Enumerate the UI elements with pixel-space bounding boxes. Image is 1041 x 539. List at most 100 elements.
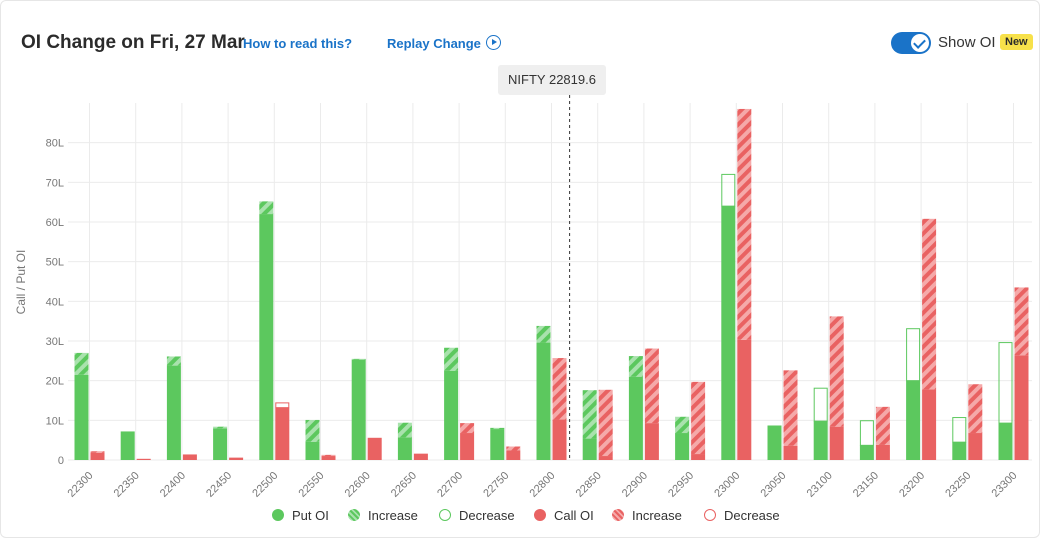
put-oi-bar[interactable] bbox=[120, 431, 135, 460]
y-tick-label: 70L bbox=[46, 177, 64, 189]
put-increase-bar[interactable] bbox=[74, 352, 89, 375]
call-increase-bar[interactable] bbox=[783, 370, 798, 446]
call-oi-bar[interactable] bbox=[182, 454, 197, 460]
put-decrease-bar[interactable] bbox=[906, 328, 921, 382]
call-oi-bar[interactable] bbox=[413, 453, 428, 460]
put-oi-bar[interactable] bbox=[490, 429, 505, 460]
put-oi-bar[interactable] bbox=[906, 380, 921, 460]
call-increase-bar[interactable] bbox=[552, 358, 567, 420]
call-increase-bar[interactable] bbox=[598, 389, 613, 457]
put-increase-bar[interactable] bbox=[628, 356, 643, 377]
put-decrease-bar[interactable] bbox=[998, 342, 1013, 424]
put-increase-bar[interactable] bbox=[351, 358, 366, 360]
call-oi-bar[interactable] bbox=[829, 426, 844, 460]
put-oi-bar[interactable] bbox=[859, 445, 874, 460]
replay-change-link[interactable]: Replay Change bbox=[387, 36, 481, 51]
call-oi-bar[interactable] bbox=[875, 444, 890, 460]
x-tick-label: 22650 bbox=[389, 470, 419, 500]
call-oi-bar[interactable] bbox=[552, 419, 567, 460]
x-tick-label: 23000 bbox=[712, 470, 742, 500]
call-oi-bar[interactable] bbox=[506, 450, 521, 460]
call-oi-bar[interactable] bbox=[644, 423, 659, 460]
put-oi-bar[interactable] bbox=[813, 421, 828, 460]
x-tick-label: 22850 bbox=[574, 470, 604, 500]
put-decrease-bar[interactable] bbox=[952, 417, 967, 443]
call-oi-bar[interactable] bbox=[783, 445, 798, 460]
y-tick-label: 10L bbox=[46, 415, 64, 427]
call-oi-bar[interactable] bbox=[90, 452, 105, 460]
put-oi-bar[interactable] bbox=[305, 441, 320, 460]
x-tick-label: 22400 bbox=[158, 470, 188, 500]
put-decrease-bar[interactable] bbox=[859, 420, 874, 446]
put-increase-bar[interactable] bbox=[397, 422, 412, 438]
how-to-read-link[interactable]: How to read this? bbox=[243, 36, 353, 51]
y-tick-label: 60L bbox=[46, 217, 64, 229]
put-oi-bar[interactable] bbox=[628, 376, 643, 460]
show-oi-toggle[interactable] bbox=[891, 32, 931, 54]
put-oi-bar[interactable] bbox=[721, 206, 736, 460]
call-decrease-bar[interactable] bbox=[275, 402, 290, 409]
legend-swatch bbox=[348, 509, 360, 521]
call-oi-bar[interactable] bbox=[136, 458, 151, 460]
call-oi-bar[interactable] bbox=[968, 433, 983, 460]
call-oi-bar[interactable] bbox=[460, 433, 475, 460]
call-oi-bar[interactable] bbox=[737, 339, 752, 460]
call-oi-bar[interactable] bbox=[691, 454, 706, 460]
call-oi-bar[interactable] bbox=[598, 456, 613, 460]
put-oi-bar[interactable] bbox=[397, 437, 412, 460]
legend-swatch bbox=[704, 509, 716, 521]
call-increase-bar[interactable] bbox=[968, 384, 983, 434]
legend-label: Increase bbox=[632, 508, 682, 523]
put-increase-bar[interactable] bbox=[675, 416, 690, 434]
put-oi-bar[interactable] bbox=[767, 425, 782, 460]
play-circle-icon[interactable] bbox=[486, 35, 501, 50]
put-increase-bar[interactable] bbox=[536, 325, 551, 343]
put-increase-bar[interactable] bbox=[166, 356, 181, 366]
put-decrease-bar[interactable] bbox=[813, 387, 828, 422]
put-oi-bar[interactable] bbox=[582, 438, 597, 460]
call-increase-bar[interactable] bbox=[460, 423, 475, 434]
chart-legend: Put OI Increase Decrease Call OI Increas… bbox=[0, 508, 1040, 526]
legend-label: Decrease bbox=[724, 508, 780, 523]
call-oi-bar[interactable] bbox=[321, 456, 336, 460]
put-increase-bar[interactable] bbox=[582, 390, 597, 439]
call-increase-bar[interactable] bbox=[506, 446, 521, 451]
put-increase-bar[interactable] bbox=[490, 427, 505, 430]
x-tick-label: 22750 bbox=[481, 470, 511, 500]
put-decrease-bar[interactable] bbox=[721, 173, 736, 207]
put-oi-bar[interactable] bbox=[444, 370, 459, 460]
call-oi-bar[interactable] bbox=[367, 437, 382, 460]
call-increase-bar[interactable] bbox=[644, 348, 659, 424]
put-increase-bar[interactable] bbox=[444, 347, 459, 371]
x-tick-label: 22800 bbox=[528, 470, 558, 500]
put-increase-bar[interactable] bbox=[259, 201, 274, 215]
call-oi-bar[interactable] bbox=[275, 407, 290, 460]
put-oi-bar[interactable] bbox=[213, 428, 228, 460]
call-increase-bar[interactable] bbox=[922, 218, 937, 390]
put-oi-bar[interactable] bbox=[998, 423, 1013, 460]
call-oi-bar[interactable] bbox=[1014, 355, 1029, 460]
call-increase-bar[interactable] bbox=[829, 316, 844, 427]
put-oi-bar[interactable] bbox=[74, 374, 89, 460]
put-oi-bar[interactable] bbox=[166, 365, 181, 460]
put-increase-bar[interactable] bbox=[305, 419, 320, 442]
put-oi-bar[interactable] bbox=[675, 433, 690, 460]
call-oi-bar[interactable] bbox=[922, 389, 937, 460]
put-oi-bar[interactable] bbox=[536, 342, 551, 460]
call-increase-bar[interactable] bbox=[321, 454, 336, 457]
put-oi-bar[interactable] bbox=[259, 214, 274, 460]
call-increase-bar[interactable] bbox=[737, 108, 752, 340]
put-oi-bar[interactable] bbox=[952, 442, 967, 460]
legend-label: Put OI bbox=[292, 508, 329, 523]
put-increase-bar[interactable] bbox=[213, 426, 228, 429]
x-tick-label: 23150 bbox=[851, 470, 881, 500]
y-tick-label: 40L bbox=[46, 296, 64, 308]
call-increase-bar[interactable] bbox=[1014, 287, 1029, 356]
put-oi-bar[interactable] bbox=[351, 359, 366, 460]
call-increase-bar[interactable] bbox=[875, 406, 890, 445]
call-increase-bar[interactable] bbox=[691, 381, 706, 455]
call-oi-bar[interactable] bbox=[229, 457, 244, 460]
chart-title: OI Change on Fri, 27 Mar bbox=[21, 32, 245, 53]
call-increase-bar[interactable] bbox=[90, 451, 105, 453]
